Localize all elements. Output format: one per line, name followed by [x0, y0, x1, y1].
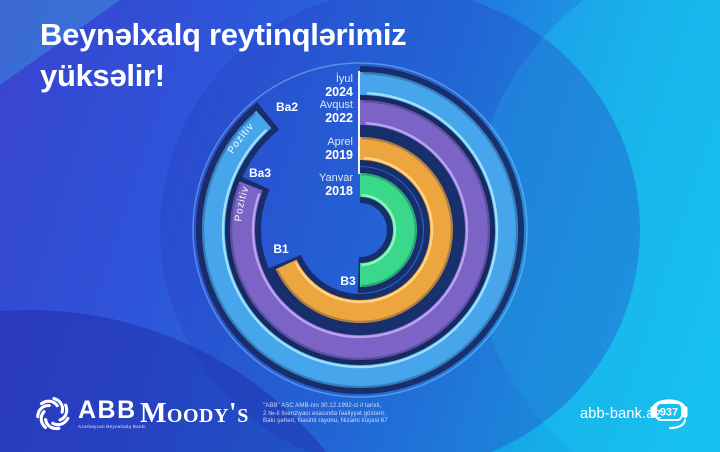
- ring-highlight-2022: [251, 121, 469, 339]
- call-center-badge: 937: [650, 399, 688, 430]
- ring-arc-2022: [230, 100, 490, 360]
- ring-arc-2018: [359, 173, 417, 287]
- headset-left-ear-icon: [650, 406, 656, 418]
- ring-rating-2024: Ba2: [276, 100, 298, 114]
- ring-edge-2019: [276, 137, 453, 323]
- headset-right-ear-icon: [682, 406, 688, 418]
- license-disclaimer: "ABB" ASC AMB-nin 30.12.1992-ci il tarix…: [263, 403, 388, 426]
- ring-rating-2018: B3: [340, 274, 356, 288]
- ring-period-2022: Avqust: [320, 99, 353, 111]
- ring-period-2018: Yanvar: [319, 172, 353, 184]
- abb-logo-subtext: Azərbaycan Beynəlxalq Bankı: [78, 424, 146, 429]
- badge-frame: [655, 402, 683, 421]
- abb-wordmark: ABB Azərbaycan Beynəlxalq Bankı: [78, 396, 146, 430]
- ring-edge-2022: [230, 100, 490, 360]
- ring-highlight-2019: [294, 156, 434, 304]
- abb-logo: ABB Azərbaycan Beynəlxalq Bankı: [33, 394, 146, 434]
- ring-period-2019: Aprel: [327, 136, 353, 148]
- ring-edge-2018: [360, 173, 417, 287]
- ring-year-2018: 2018: [325, 184, 353, 198]
- ring-year-2024: 2024: [325, 85, 353, 99]
- page-title: Beynəlxalq reytinqlərimiz yüksəlir!: [40, 14, 407, 96]
- ratings-radial-chart: İyul2024Ba2PozitivAvqust2022Ba3PozitivAp…: [192, 62, 528, 398]
- disclaimer-line: "ABB" ASC AMB-nin 30.12.1992-ci il tarix…: [263, 403, 382, 409]
- ring-arc-2019: [275, 137, 453, 323]
- disclaimer-line: 2 №-li lisenziyası əsasında fəaliyyət gö…: [263, 410, 386, 417]
- ring-year-2019: 2019: [325, 148, 353, 162]
- phone-number: 937: [660, 407, 678, 419]
- ring-highlight-2018: [361, 193, 397, 267]
- chart-outline-circle: [192, 62, 528, 398]
- website-url: abb-bank.az: [580, 406, 663, 422]
- ring-arc-2024: [202, 72, 518, 388]
- disclaimer-line: Bakı şəhəri, Nəsimi rayonu, Nizami küçəs…: [263, 418, 388, 425]
- headset-mic-icon: [668, 418, 687, 430]
- page-title-line1: Beynəlxalq reytinqlərimiz: [40, 17, 407, 52]
- ring-year-2022: 2022: [325, 111, 353, 125]
- abb-logo-icon: [36, 397, 70, 431]
- ring-rating-2022: Ba3: [249, 166, 271, 180]
- page-title-line2: yüksəlir!: [40, 58, 165, 93]
- ring-edge-2024: [202, 72, 518, 388]
- ring-highlight-2024: [221, 91, 499, 369]
- ring-period-2024: İyul: [336, 72, 353, 85]
- abb-logo-text: ABB: [78, 396, 137, 424]
- ring-rating-2019: B1: [273, 242, 289, 256]
- moodys-logo: Moody's: [140, 398, 249, 429]
